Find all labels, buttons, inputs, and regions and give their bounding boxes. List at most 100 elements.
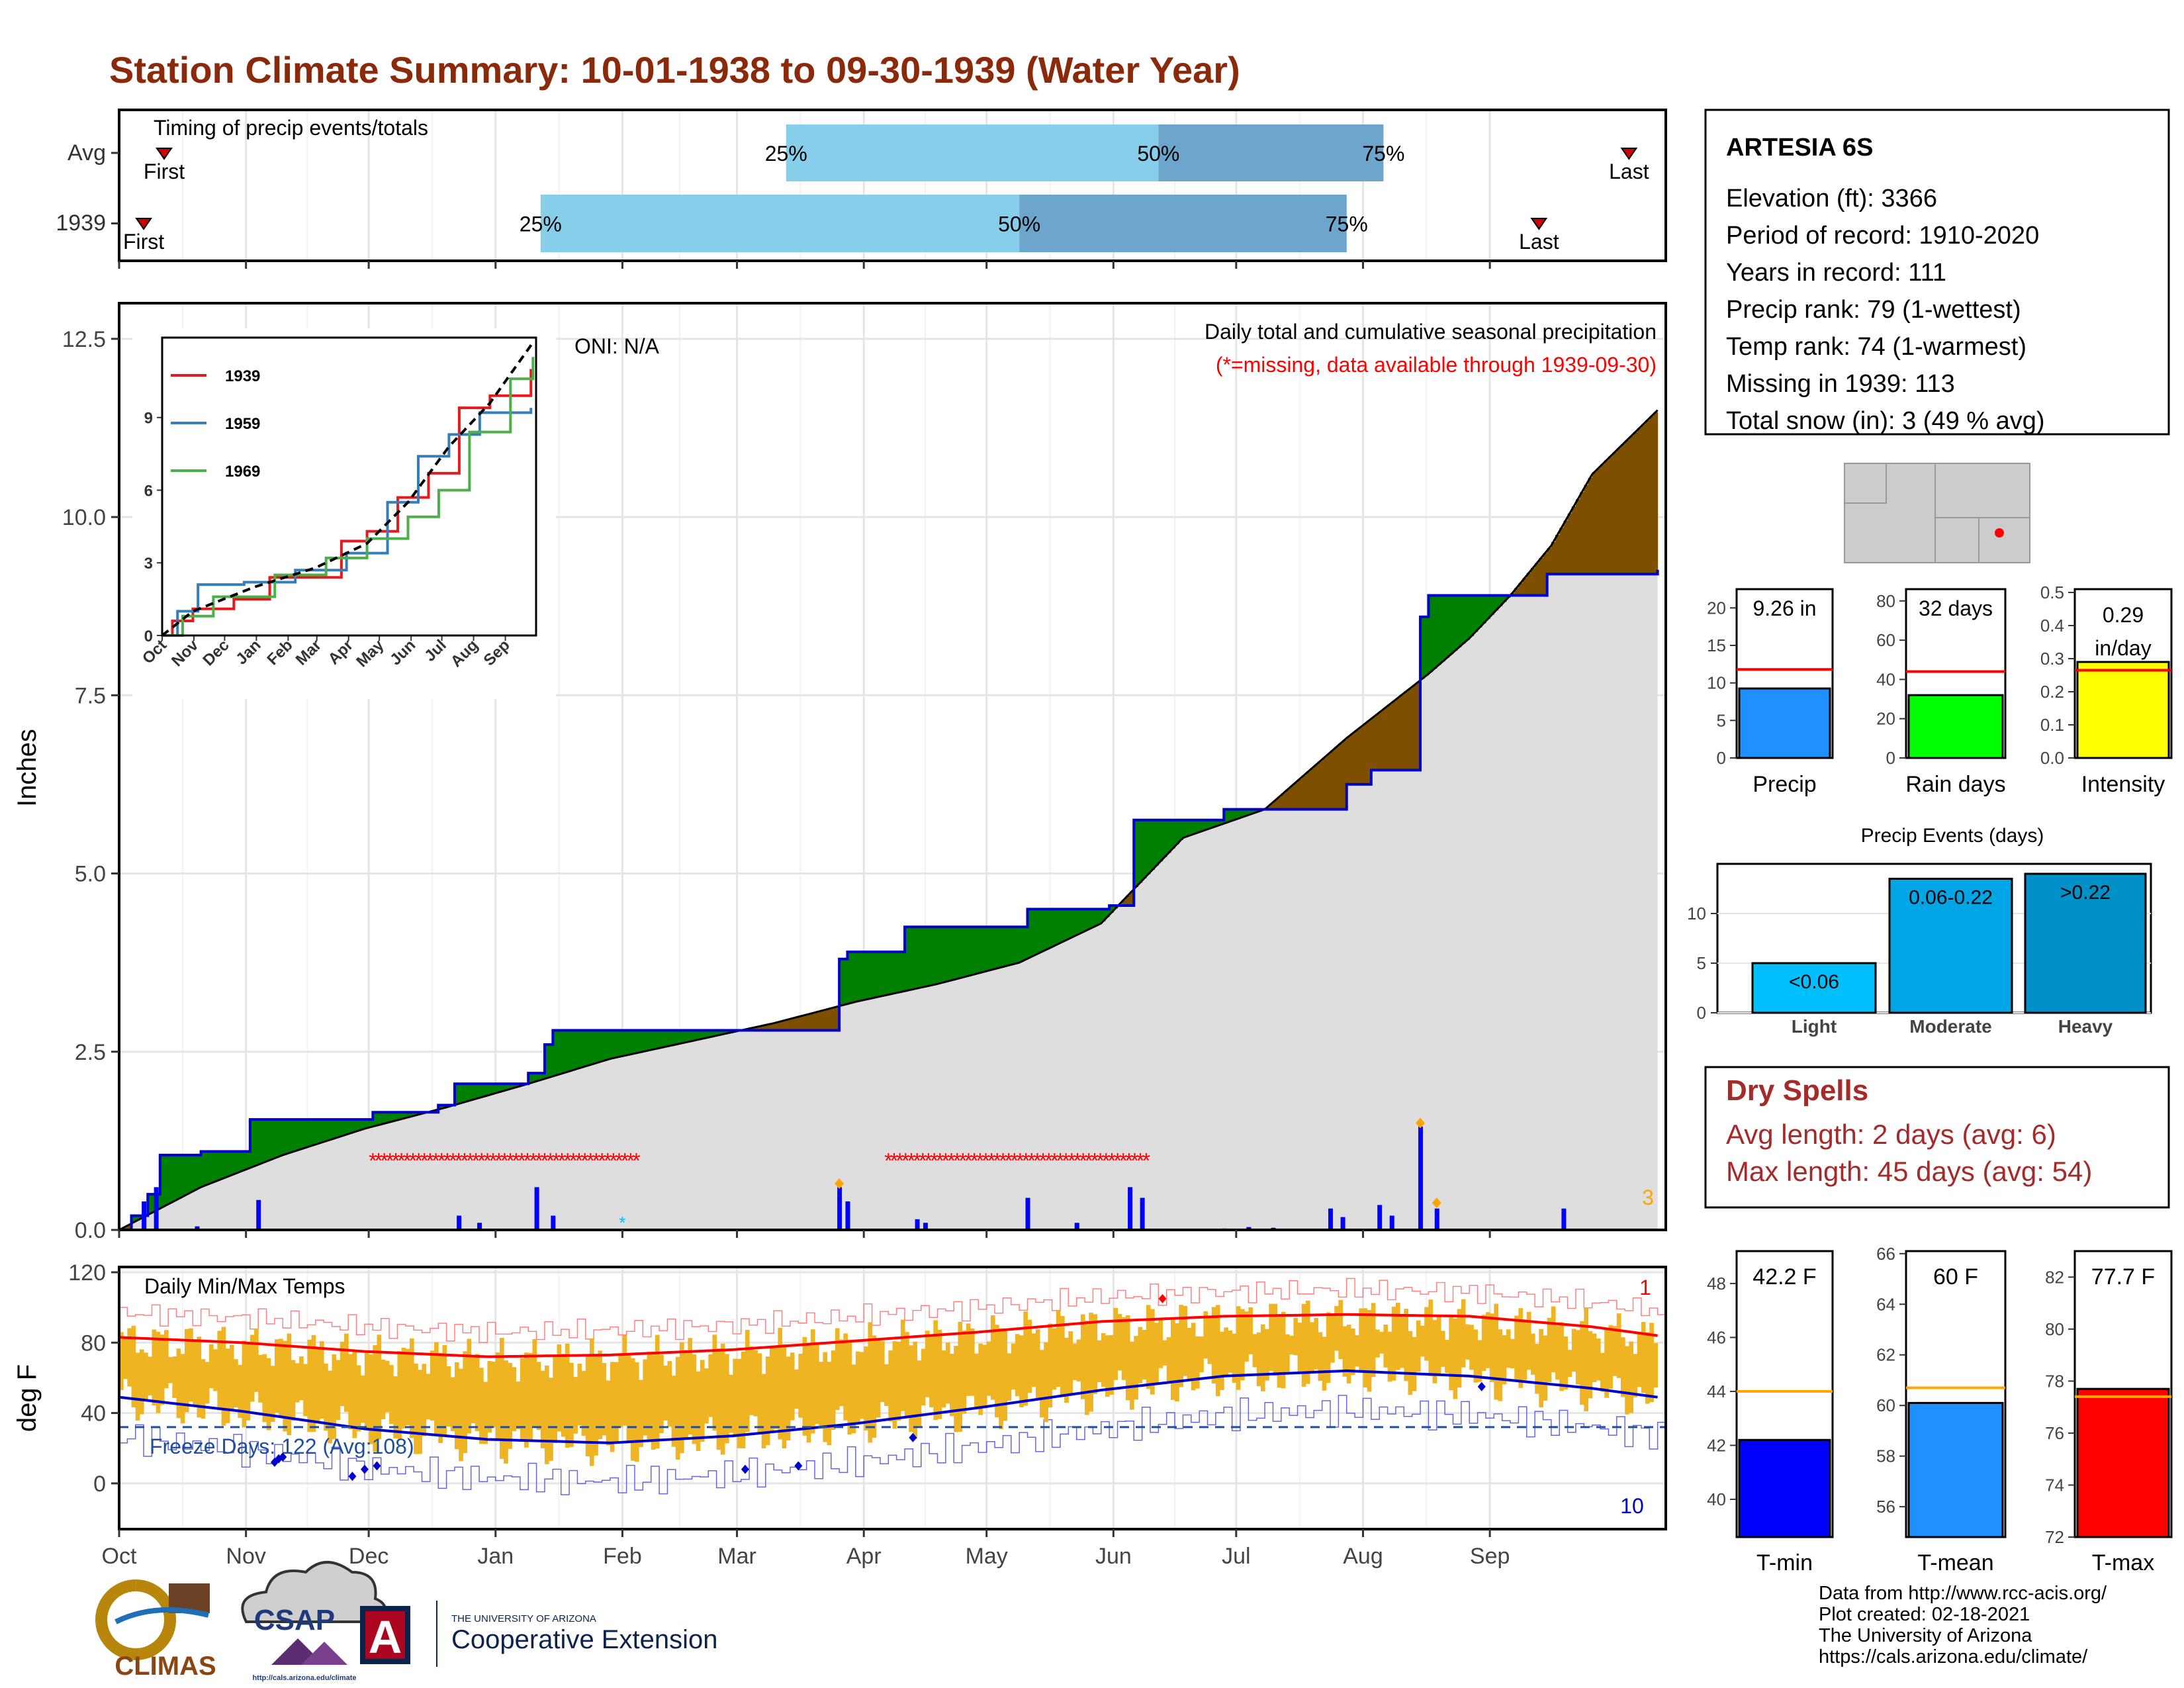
daily-temp-bar (1571, 1329, 1576, 1372)
daily-temp-bar (995, 1325, 999, 1418)
quartile-bar-50-75 (1019, 195, 1347, 252)
below-avg-fill (1514, 588, 1520, 596)
below-avg-fill (1551, 541, 1556, 575)
mini-bar-tick-label: 15 (1707, 635, 1726, 655)
daily-temp-bar (1220, 1331, 1224, 1390)
below-avg-fill (1404, 691, 1409, 771)
daily-temp-bar (692, 1354, 697, 1444)
daily-temp-bar (414, 1363, 418, 1454)
daily-temp-bar (1449, 1317, 1454, 1391)
daily-temp-bar (1379, 1331, 1384, 1354)
missing-marker: * (604, 1149, 612, 1172)
mini-bar-tick-label: 72 (2045, 1527, 2064, 1547)
daily-precip-bar (154, 1187, 159, 1230)
missing-marker: * (495, 1149, 503, 1172)
daily-temp-bar (156, 1331, 161, 1413)
below-avg-fill (1559, 528, 1565, 575)
above-avg-fill (1252, 809, 1257, 813)
daily-temp-bar (1604, 1329, 1609, 1398)
daily-temp-bar (917, 1360, 922, 1427)
daily-temp-bar (1518, 1308, 1524, 1388)
daily-temp-bar (1068, 1331, 1073, 1393)
below-avg-fill (802, 1015, 807, 1031)
missing-marker: * (1011, 1149, 1019, 1172)
daily-temp-bar (184, 1329, 189, 1413)
daily-temp-bar (851, 1364, 856, 1434)
daily-temp-bar (675, 1356, 680, 1460)
daily-temp-bar (1457, 1309, 1462, 1388)
above-avg-fill (369, 1119, 373, 1127)
daily-temp-bar (1285, 1334, 1290, 1372)
daily-temp-bar (1277, 1317, 1282, 1388)
daily-temp-bar (381, 1359, 386, 1420)
daily-temp-bar (1293, 1317, 1298, 1356)
daily-temp-bar (344, 1333, 349, 1412)
daily-temp-bar (495, 1352, 500, 1440)
inset-ytick-label: 0 (144, 628, 153, 645)
mini-bar-label: T-min (1756, 1550, 1813, 1575)
above-avg-fill (352, 1119, 357, 1133)
quartile-bar-25-50 (786, 124, 1159, 181)
daily-precip-bar (1340, 1217, 1345, 1230)
daily-temp-bar (213, 1349, 218, 1391)
below-avg-fill (1543, 553, 1548, 596)
daily-temp-bar (819, 1362, 823, 1429)
above-avg-fill (995, 927, 999, 969)
missing-marker: * (610, 1149, 617, 1172)
above-avg-fill (651, 1030, 656, 1050)
month-label: Aug (1343, 1544, 1383, 1569)
above-avg-fill (1097, 909, 1102, 925)
daily-temp-bar (1412, 1336, 1417, 1391)
below-avg-fill (1535, 563, 1539, 596)
events-tick-label: 5 (1697, 953, 1706, 973)
daily-temp-bar (1367, 1309, 1372, 1392)
daily-temp-bar (1334, 1305, 1339, 1351)
climas-logo: CLIMAS (95, 1579, 216, 1681)
daily-temp-bar (1445, 1340, 1449, 1374)
below-avg-fill (1563, 520, 1569, 575)
above-avg-fill (577, 1030, 582, 1068)
record-low-count: 10 (1620, 1494, 1644, 1518)
above-avg-fill (360, 1119, 365, 1130)
missing-marker: * (1027, 1149, 1035, 1172)
daily-temp-bar (581, 1370, 586, 1436)
daily-temp-bar (336, 1360, 341, 1421)
above-avg-fill (1052, 909, 1057, 946)
above-avg-fill (839, 959, 844, 1006)
above-avg-fill (135, 1215, 140, 1221)
timing-row-avg-label: Avg (68, 140, 106, 165)
mini-bar-tick-label: 64 (1876, 1294, 1895, 1314)
daily-temp-bar (847, 1341, 852, 1435)
avg-max-temp-line (118, 1313, 1658, 1358)
above-avg-fill (1240, 809, 1245, 818)
below-avg-fill (1530, 568, 1535, 596)
daily-temp-bar (1514, 1315, 1519, 1382)
daily-temp-bar (1498, 1329, 1503, 1401)
daily-temp-bar (774, 1347, 778, 1429)
avg-cumulative-area (119, 410, 1658, 1230)
daily-precip-bar (195, 1226, 200, 1230)
mini-bar-value-text: 60 F (1933, 1264, 1978, 1289)
above-avg-fill (1502, 595, 1507, 602)
daily-precip-bar (915, 1219, 920, 1230)
above-avg-fill (1056, 909, 1061, 945)
below-avg-fill (1281, 793, 1286, 810)
station-info-line: Temp rank: 74 (1-warmest) (1726, 333, 2026, 361)
month-label: Dec (349, 1544, 388, 1569)
daily-temp-bar (1612, 1326, 1617, 1376)
quartile-label-50: 50% (998, 212, 1040, 236)
mini-bar-tick-label: 42 (1707, 1435, 1726, 1455)
daily-temp-bar (1134, 1336, 1138, 1400)
missing-marker: * (1113, 1149, 1121, 1172)
daily-temp-bar (1130, 1341, 1134, 1410)
above-avg-fill (242, 1151, 247, 1170)
daily-temp-bar (909, 1345, 913, 1432)
daily-temp-bar (168, 1357, 173, 1383)
below-avg-fill (1375, 714, 1380, 771)
mini-bar-tick-label: 5 (1717, 710, 1726, 730)
above-avg-fill (1170, 820, 1175, 849)
daily-temp-bar (463, 1351, 468, 1454)
missing-marker: * (925, 1149, 933, 1172)
above-avg-fill (536, 1073, 541, 1081)
daily-temp-bar (1305, 1300, 1310, 1384)
